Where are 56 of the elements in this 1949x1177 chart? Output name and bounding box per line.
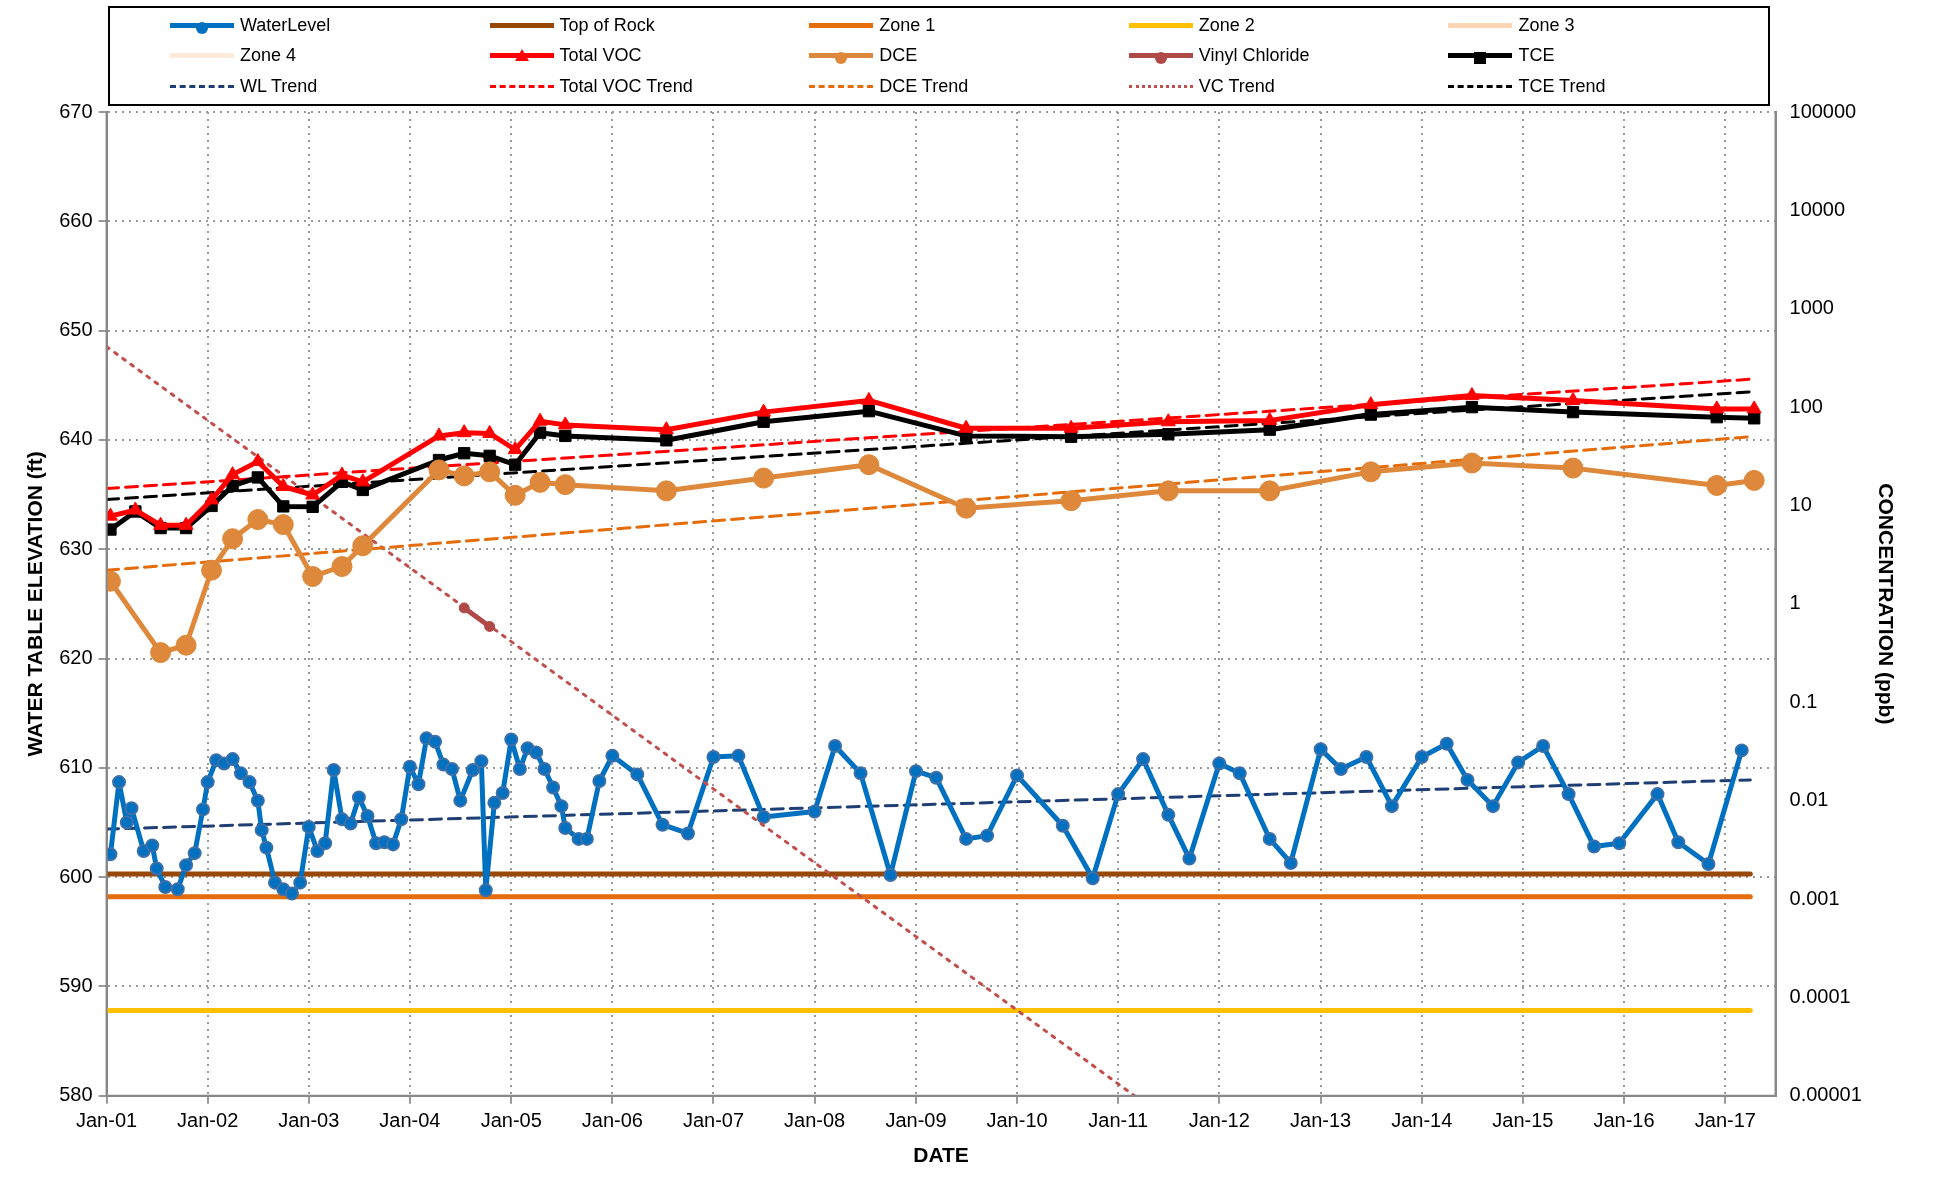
y2-tick-label: 10000 xyxy=(1789,197,1846,220)
y-tick-label: 580 xyxy=(59,1083,93,1106)
y2-tick-label: 0.0001 xyxy=(1789,984,1851,1007)
x-tick-label: Jan-01 xyxy=(75,1109,138,1132)
x-tick-label: Jan-08 xyxy=(784,1109,846,1132)
x-tick-label: Jan-05 xyxy=(480,1109,542,1132)
legend-label: WL Trend xyxy=(240,76,318,98)
legend-label: TCE Trend xyxy=(1518,76,1606,98)
x-tick-label: Jan-17 xyxy=(1694,1109,1756,1132)
x-tick-label: Jan-12 xyxy=(1188,1109,1250,1132)
y2-tick-label: 1 xyxy=(1789,591,1801,614)
legend-label: Zone 1 xyxy=(879,14,936,36)
y-tick-label: 670 xyxy=(59,99,93,122)
y-tick-label: 590 xyxy=(59,974,93,996)
legend-label: Vinyl Chloride xyxy=(1198,45,1310,67)
y2-axis-title: CONCENTRATION (ppb) xyxy=(1874,483,1898,725)
y2-tick-label: 10 xyxy=(1789,493,1812,516)
x-tick-label: Jan-16 xyxy=(1593,1109,1655,1132)
x-tick-label: Jan-06 xyxy=(581,1109,643,1132)
legend-label: Zone 2 xyxy=(1198,14,1255,36)
x-axis-title: DATE xyxy=(913,1143,969,1167)
legend-label: WaterLevel xyxy=(240,14,331,36)
legend-label: VC Trend xyxy=(1198,76,1275,98)
y2-tick-label: 0.01 xyxy=(1789,788,1829,811)
x-tick-label: Jan-09 xyxy=(885,1109,947,1132)
legend-label: Zone 4 xyxy=(240,45,297,67)
x-tick-label: Jan-03 xyxy=(278,1109,340,1132)
y2-tick-label: 0.00001 xyxy=(1789,1083,1862,1106)
y-tick-label: 600 xyxy=(59,864,93,887)
legend-label: DCE xyxy=(879,45,918,67)
x-tick-label: Jan-02 xyxy=(177,1109,239,1132)
legend-label: Zone 3 xyxy=(1518,14,1575,36)
y-tick-label: 660 xyxy=(59,208,93,231)
y-axis-title: WATER TABLE ELEVATION (ft) xyxy=(23,451,47,757)
y-tick-label: 650 xyxy=(59,318,93,341)
x-tick-label: Jan-13 xyxy=(1290,1109,1352,1132)
x-tick-label: Jan-15 xyxy=(1492,1109,1554,1132)
y2-tick-label: 0.1 xyxy=(1789,689,1818,712)
x-tick-label: Jan-07 xyxy=(682,1109,745,1132)
y2-tick-label: 0.001 xyxy=(1789,886,1840,909)
legend-label: DCE Trend xyxy=(879,76,969,98)
legend-label: TCE xyxy=(1518,45,1555,67)
legend-label: Top of Rock xyxy=(559,14,655,36)
x-tick-label: Jan-11 xyxy=(1088,1109,1149,1132)
y2-tick-label: 100 xyxy=(1789,394,1823,417)
x-tick-label: Jan-14 xyxy=(1391,1109,1453,1132)
legend-label: Total VOC Trend xyxy=(559,76,693,98)
x-tick-label: Jan-04 xyxy=(379,1109,441,1132)
y-tick-label: 610 xyxy=(59,755,93,778)
legend-label: Total VOC xyxy=(559,45,642,67)
y2-tick-label: 100000 xyxy=(1789,99,1857,122)
y2-tick-label: 1000 xyxy=(1789,296,1835,319)
y-tick-label: 620 xyxy=(59,646,93,669)
x-tick-label: Jan-10 xyxy=(986,1109,1048,1132)
y-tick-label: 630 xyxy=(59,536,93,559)
y-tick-label: 640 xyxy=(59,427,93,450)
